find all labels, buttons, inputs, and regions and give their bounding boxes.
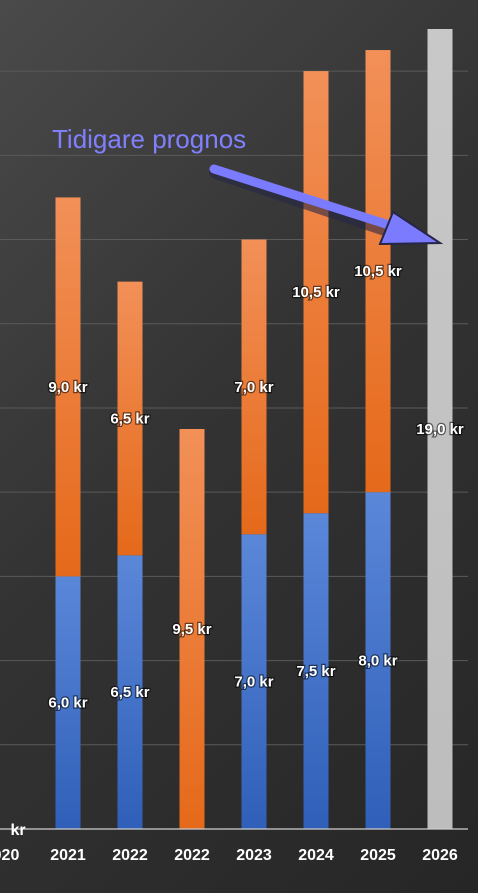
- data-label: kr: [10, 822, 25, 839]
- bar-segment: [241, 534, 267, 829]
- annotation: Tidigare prognos: [52, 124, 444, 246]
- x-tick-label: 2022: [174, 847, 210, 864]
- data-label: 10,5 kr: [354, 263, 402, 280]
- bar-segment: [365, 50, 391, 493]
- data-label: 10,5 kr: [292, 284, 340, 301]
- x-tick-label: 2021: [50, 847, 86, 864]
- data-label: 7,0 kr: [234, 674, 273, 691]
- annotation-text: Tidigare prognos: [52, 124, 246, 154]
- data-label: 6,0 kr: [48, 695, 87, 712]
- data-label: 8,0 kr: [358, 653, 397, 670]
- data-label: 7,5 kr: [296, 663, 335, 680]
- annotation-arrow-shaft: [209, 164, 397, 231]
- data-label: 6,5 kr: [110, 684, 149, 701]
- bar-segment: [117, 281, 143, 556]
- x-tick-label: 2022: [112, 847, 148, 864]
- bar-segment: [179, 429, 205, 829]
- bar-segment: [303, 513, 329, 829]
- bar-segment: [303, 71, 329, 514]
- data-label: 19,0 kr: [416, 421, 464, 438]
- bar-segment: [55, 576, 81, 829]
- data-label: 7,0 kr: [234, 379, 273, 396]
- bar-segment: [117, 555, 143, 829]
- x-tick-label: 2024: [298, 847, 334, 864]
- bar-segment: [365, 492, 391, 829]
- data-labels: 6,0 kr 9,0 kr 6,5 kr 6,5 kr 9,5 kr 7,0 kr 7,0 …: [47, 262, 465, 713]
- x-axis-ticks: 2021 2022 2022 2023 2024 2025 2026 020 kr: [0, 822, 458, 864]
- bar-segment: [241, 239, 267, 535]
- bars: [55, 29, 453, 829]
- bar-segment: [427, 29, 453, 829]
- annotation-arrow-head: [378, 210, 444, 246]
- bar-segment: [55, 197, 81, 577]
- x-tick-label: 2023: [236, 847, 272, 864]
- x-tick-label: 2025: [360, 847, 396, 864]
- x-tick-label: 020: [0, 847, 19, 864]
- data-label: 6,5 kr: [110, 410, 149, 427]
- data-label: 9,5 kr: [172, 621, 211, 638]
- data-label: 9,0 kr: [48, 379, 87, 396]
- x-tick-label: 2026: [422, 847, 458, 864]
